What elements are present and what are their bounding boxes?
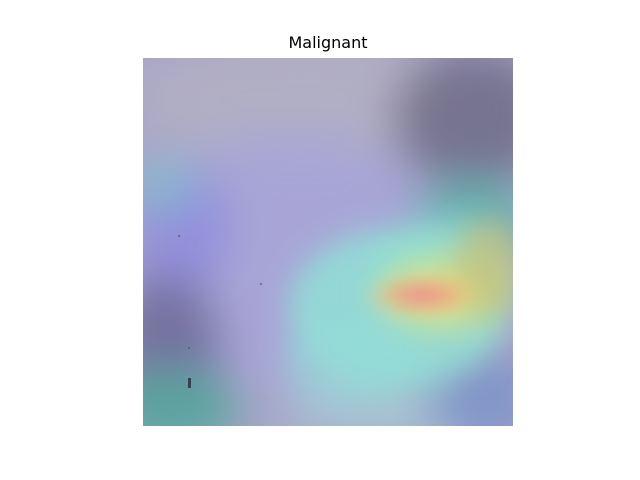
heatmap-overlay-image: [143, 58, 513, 426]
image-title: Malignant: [288, 33, 368, 52]
